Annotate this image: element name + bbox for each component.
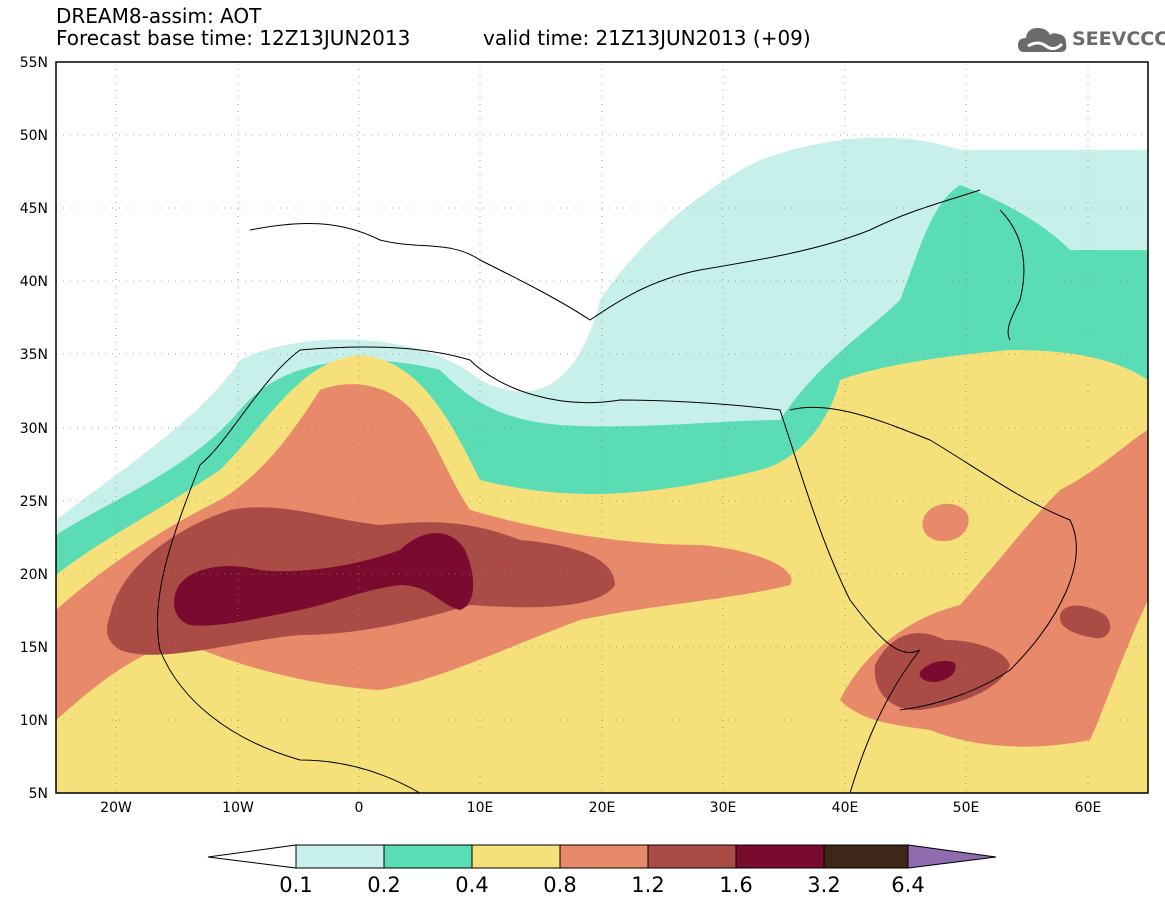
colorbar-label: 0.2 <box>367 873 400 897</box>
lon-label: 30E <box>710 800 737 816</box>
graticule <box>56 62 1148 793</box>
lon-label: 20W <box>100 800 132 816</box>
colorbar-label: 0.1 <box>279 873 312 897</box>
aot-field <box>56 62 1148 793</box>
lat-label: 10N <box>20 713 48 729</box>
lon-label: 20E <box>589 800 616 816</box>
lat-label: 20N <box>20 567 48 583</box>
colorbar-swatch <box>383 844 473 869</box>
lon-label: 10E <box>467 800 494 816</box>
aot-contour-1.2-oman <box>1059 605 1111 639</box>
colorbar-swatch <box>559 844 649 869</box>
lon-label: 0 <box>355 800 364 816</box>
colorbar-swatch <box>295 844 385 869</box>
lon-label: 50E <box>953 800 980 816</box>
coastlines <box>56 189 1077 793</box>
lon-label: 40E <box>832 800 859 816</box>
base-time: Forecast base time: 12Z13JUN2013 <box>56 26 411 50</box>
seevccc-logo: SEEVCCC <box>1016 22 1165 58</box>
colorbar-label: 1.2 <box>631 873 664 897</box>
lon-label: 60E <box>1075 800 1102 816</box>
arabia-coast <box>789 406 1077 711</box>
lat-label: 30N <box>20 421 48 437</box>
lon-axis: 20W 10W 0 10E 20E 30E 40E 50E 60E <box>100 800 1101 816</box>
colorbar: 0.1 0.2 0.4 0.8 1.2 1.6 3.2 6.4 <box>207 844 997 897</box>
lat-label: 40N <box>20 274 48 290</box>
lat-label: 55N <box>20 55 48 71</box>
aot-contour-1.6-yemen <box>919 660 956 682</box>
aot-contour-0.8-blob <box>922 503 969 542</box>
colorbar-arrow-right <box>907 844 997 869</box>
colorbar-label: 0.8 <box>543 873 576 897</box>
colorbar-swatch <box>735 844 825 869</box>
colorbar-label: 0.4 <box>455 873 488 897</box>
colorbar-label: 1.6 <box>719 873 752 897</box>
lat-label: 5N <box>29 786 48 802</box>
lat-label: 45N <box>20 201 48 217</box>
europe-coast <box>249 189 981 321</box>
africa-coast <box>56 346 921 793</box>
map-frame <box>55 61 1149 794</box>
caspian-coast <box>999 209 1025 341</box>
chart-title: DREAM8-assim: AOT <box>56 4 262 28</box>
logo-text: SEEVCCC <box>1072 28 1165 50</box>
colorbar-arrow-left <box>207 844 297 869</box>
colorbar-label: 3.2 <box>807 873 840 897</box>
aot-contour-1.6 <box>174 533 474 626</box>
colorbar-swatch <box>647 844 737 869</box>
lat-axis: 55N 50N 45N 40N 35N 30N 25N 20N 15N 10N … <box>20 55 48 802</box>
lat-label: 35N <box>20 347 48 363</box>
colorbar-swatch <box>471 844 561 869</box>
lon-label: 10W <box>222 800 254 816</box>
valid-time: valid time: 21Z13JUN2013 (+09) <box>483 26 811 50</box>
colorbar-swatch <box>823 844 909 869</box>
colorbar-label: 6.4 <box>891 873 924 897</box>
lat-label: 15N <box>20 640 48 656</box>
forecast-time-line: Forecast base time: 12Z13JUN2013 valid ti… <box>56 26 811 50</box>
lat-label: 25N <box>20 494 48 510</box>
lat-label: 50N <box>20 128 48 144</box>
cloud-icon <box>1018 28 1067 52</box>
